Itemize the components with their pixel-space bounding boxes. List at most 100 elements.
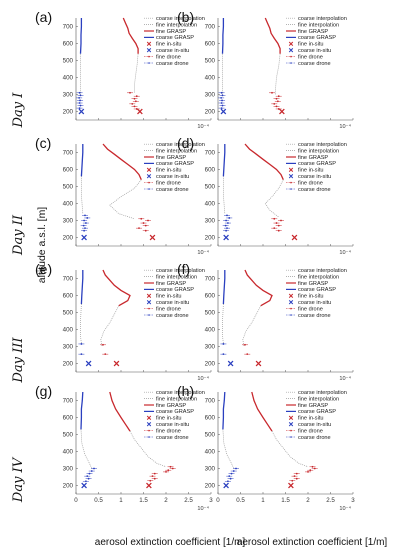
fine-interpolation-line <box>109 179 142 220</box>
coarse-drone-point <box>222 353 225 356</box>
legend-swatch <box>290 307 292 310</box>
fine-drone-point <box>273 217 276 220</box>
x-exponent-label: 10⁻⁴ <box>197 249 209 256</box>
fine-drone-point <box>275 222 278 224</box>
fine-drone-point <box>246 353 249 356</box>
y-tick-label: 200 <box>63 235 74 242</box>
y-tick-label: 600 <box>205 41 216 48</box>
coarse-drone-point <box>82 224 85 227</box>
legend-swatch <box>148 307 150 310</box>
y-tick-label: 700 <box>63 398 74 405</box>
legend-entry-label: fine GRASP <box>156 155 186 161</box>
y-tick-label: 300 <box>63 466 74 473</box>
fine-drone-point <box>133 97 136 100</box>
fine-drone-point <box>151 475 154 478</box>
legend-swatch <box>288 300 294 305</box>
coarse-drone-point <box>79 99 81 102</box>
coarse-drone-point <box>88 472 91 475</box>
fine-interpolation-line <box>264 179 284 218</box>
legend-entry-label: coarse in-situ <box>298 422 331 428</box>
legend-entry-label: coarse interpolation <box>298 390 347 396</box>
coarse-insitu-marker <box>220 108 227 115</box>
x-axis-label-right: aerosol extinction coefficient [1/m] <box>237 537 388 548</box>
coarse-drone-point <box>228 475 231 478</box>
coarse-drone-point <box>227 480 229 483</box>
fine-insitu-marker <box>279 108 285 115</box>
legend-entry-label: coarse GRASP <box>298 35 336 41</box>
legend-swatch <box>148 188 150 190</box>
y-tick-label: 500 <box>205 432 216 439</box>
y-tick-label: 200 <box>63 109 74 116</box>
y-tick-label: 200 <box>63 483 74 490</box>
fine-drone-point <box>307 471 309 473</box>
fine-drone-point <box>309 469 312 472</box>
coarse-drone-point <box>222 343 225 345</box>
coarse-drone-point <box>220 97 223 99</box>
coarse-insitu-marker <box>78 108 85 115</box>
y-tick-label: 300 <box>205 466 216 473</box>
coarse-drone-point <box>80 353 83 356</box>
legend-entry-label: fine in-situ <box>298 42 324 48</box>
coarse-insitu-stroke <box>81 234 87 241</box>
legend-entry-label: fine interpolation <box>156 148 197 154</box>
legend-entry-label: fine drone <box>156 306 181 312</box>
fine-insitu-stroke <box>288 482 294 489</box>
legend-entry-label: coarse drone <box>156 435 189 441</box>
fine-interpolation-line <box>275 53 281 95</box>
coarse-drone-point <box>227 222 229 224</box>
y-tick-label: 300 <box>63 218 74 225</box>
fine-drone-point <box>140 217 143 220</box>
y-tick-label: 700 <box>63 24 74 31</box>
coarse-drone-point <box>226 227 228 230</box>
legend-swatch <box>146 415 152 420</box>
fine-interpolation-line <box>242 305 262 347</box>
legend-entry-label: coarse interpolation <box>156 142 205 148</box>
legend-entry-label: fine drone <box>156 180 181 186</box>
y-tick-label: 200 <box>63 361 74 368</box>
coarse-insitu-marker <box>223 482 229 489</box>
panel-f: (f) 200 300 400 500 600 700 10⁻⁴ coarse interpol… <box>177 261 354 382</box>
x-exponent-label: 10⁻⁴ <box>197 123 209 130</box>
legend-entry-label: coarse drone <box>298 313 331 319</box>
y-tick-label: 500 <box>205 58 216 65</box>
legend-entry-label: fine in-situ <box>156 416 182 422</box>
legend-entry-label: coarse interpolation <box>298 268 347 274</box>
fine-grasp-line <box>264 17 281 54</box>
coarse-drone-point <box>221 94 224 97</box>
coarse-drone-point <box>78 91 81 94</box>
coarse-drone-point <box>79 94 82 97</box>
legend-entry-label: fine GRASP <box>298 29 328 35</box>
fine-insitu-stroke <box>137 108 143 115</box>
legend-swatch <box>288 41 294 46</box>
x-tick-label: 1 <box>261 497 265 504</box>
y-tick-label: 400 <box>63 75 74 82</box>
x-exponent-label: 10⁻⁴ <box>339 375 351 382</box>
legend-entry-label: fine drone <box>156 54 181 60</box>
coarse-drone-point <box>84 214 86 217</box>
panel-letter: (a) <box>35 9 52 25</box>
day-label-4: Day IV <box>11 456 26 503</box>
y-tick-label: 600 <box>205 293 216 300</box>
x-tick-label: 1.5 <box>281 497 290 504</box>
fine-drone-point <box>134 100 137 103</box>
legend-entry-label: coarse interpolation <box>298 16 347 22</box>
legend-entry-label: fine in-situ <box>298 168 324 174</box>
fine-insitu-stroke <box>279 108 285 115</box>
coarse-drone-point <box>87 477 90 480</box>
fine-insitu-marker <box>149 234 156 241</box>
x-exponent-label: 10⁻⁴ <box>339 505 351 512</box>
fine-interpolation-line <box>129 430 167 468</box>
y-tick-label: 300 <box>63 344 74 351</box>
fine-drone-point <box>313 467 316 470</box>
coarse-drone-point <box>221 104 224 107</box>
coarse-interpolation-line <box>222 303 224 344</box>
panel-a: (a) 200 300 400 500 600 700 10⁻⁴ coarse interpol… <box>35 9 212 130</box>
y-tick-label: 400 <box>205 327 216 334</box>
panel-letter: (h) <box>177 383 194 399</box>
fine-insitu-marker <box>255 360 262 367</box>
coarse-drone-point <box>85 222 87 224</box>
legend-swatch <box>146 422 152 427</box>
